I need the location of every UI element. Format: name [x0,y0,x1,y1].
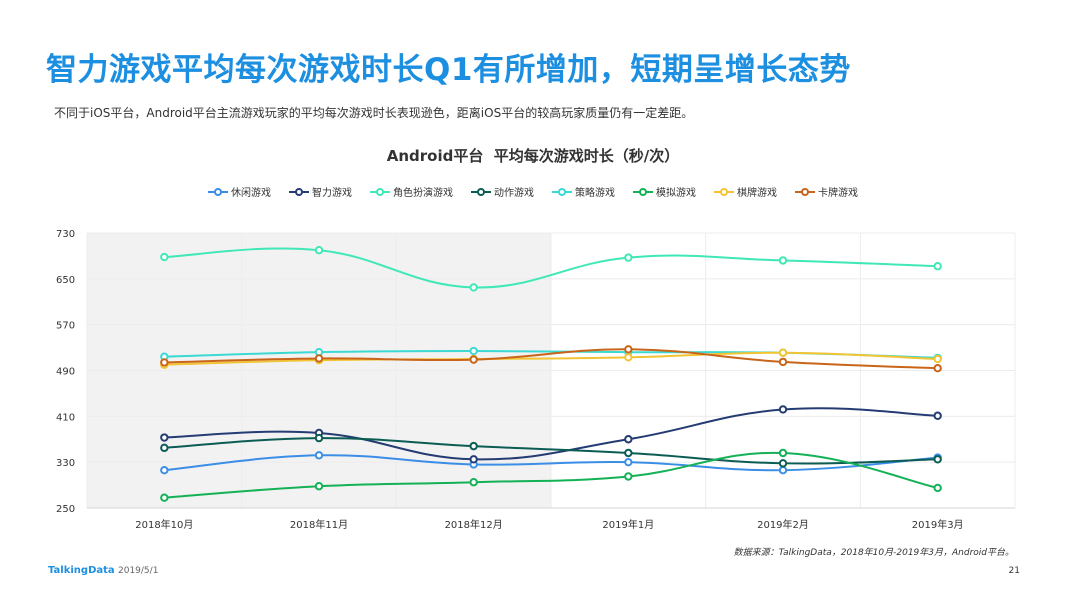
x-tick-label: 2018年11月 [290,518,348,531]
data-point [160,252,169,262]
legend-label: 动作游戏 [494,188,534,199]
series-line-6 [164,351,938,366]
data-point [469,346,478,356]
legend-swatch [208,187,228,196]
series-line-1 [164,407,938,461]
data-point [624,448,633,458]
data-point [778,459,788,468]
data-point [778,256,788,265]
data-point [314,245,324,255]
legend-item: 休闲游戏 [208,184,271,199]
page-number: 21 [1008,566,1020,576]
legend-swatch [552,187,572,196]
x-tick-label: 2018年12月 [445,518,503,531]
legend-label: 智力游戏 [312,188,352,199]
data-point [160,433,169,442]
x-tick-label: 2018年10月 [135,518,193,531]
data-point [160,493,169,502]
data-point [469,441,478,451]
data-point [314,354,324,363]
legend-item: 棋牌游戏 [714,184,777,199]
data-point [160,465,169,475]
page-subtitle: 不同于iOS平台，Android平台主流游戏玩家的平均每次游戏时长表现逊色，距离… [54,106,694,120]
data-point [624,472,633,481]
legend-item: 角色扮演游戏 [370,184,453,199]
legend-item: 动作游戏 [471,184,534,199]
x-tick-label: 2019年1月 [602,518,654,531]
x-tick-label: 2019年2月 [757,518,809,531]
y-tick-label: 570 [56,321,75,332]
data-point [933,262,942,271]
legend-swatch [370,187,390,196]
data-point [933,411,942,420]
chart-legend: 休闲游戏 智力游戏 角色扮演游戏 动作游戏 策略游戏 模拟游戏 棋牌游戏 卡牌游戏 [0,184,1066,199]
data-point [160,443,169,453]
legend-swatch [471,187,491,196]
legend-label: 角色扮演游戏 [393,188,453,199]
data-point [933,455,942,464]
y-tick-label: 490 [56,367,75,378]
y-tick-label: 410 [56,412,75,423]
x-tick-label: 2019年3月 [912,518,964,531]
series-line-5 [164,451,938,499]
talkingdata-logo: TalkingData [48,565,115,576]
y-tick-label: 330 [56,458,75,469]
data-point [314,482,324,491]
legend-item: 卡牌游戏 [795,184,858,199]
data-point [469,478,478,487]
legend-item: 智力游戏 [289,184,352,199]
data-source-note: 数据来源：TalkingData，2018年10月-2019年3月，Androi… [733,548,1014,558]
legend-label: 休闲游戏 [231,188,271,199]
data-point [624,253,633,262]
legend-label: 策略游戏 [575,188,615,199]
data-point [314,433,324,443]
data-point [778,448,788,458]
data-point [160,358,169,367]
legend-item: 模拟游戏 [633,184,696,199]
legend-label: 棋牌游戏 [737,188,777,199]
legend-swatch [714,187,734,196]
data-point [624,435,633,444]
page-headline: 智力游戏平均每次游戏时长Q1有所增加，短期呈增长态势 [46,52,851,88]
data-point [314,451,324,460]
footer-date: 2019/5/1 [118,566,159,576]
data-point [778,405,788,414]
y-tick-label: 650 [56,275,75,286]
data-point [933,483,942,493]
data-point [778,348,788,357]
data-point [624,353,633,362]
series-line-7 [164,348,938,370]
legend-swatch [633,187,653,196]
data-point [624,457,633,467]
legend-swatch [289,187,309,196]
data-point [624,345,633,354]
data-point [778,357,788,367]
legend-label: 卡牌游戏 [818,188,858,199]
y-tick-label: 250 [56,504,75,515]
series-line-0 [164,454,938,472]
series-line-3 [164,437,938,465]
data-point [469,355,478,364]
data-point [469,283,478,292]
legend-swatch [795,187,815,196]
legend-label: 模拟游戏 [656,188,696,199]
chart-title: Android平台 平均每次游戏时长（秒/次） [386,147,680,165]
data-point [933,354,942,364]
data-point [469,455,478,464]
legend-item: 策略游戏 [552,184,615,199]
y-tick-label: 730 [56,229,75,240]
data-point [933,364,942,373]
series-line-2 [164,247,938,289]
data-point [778,465,788,475]
